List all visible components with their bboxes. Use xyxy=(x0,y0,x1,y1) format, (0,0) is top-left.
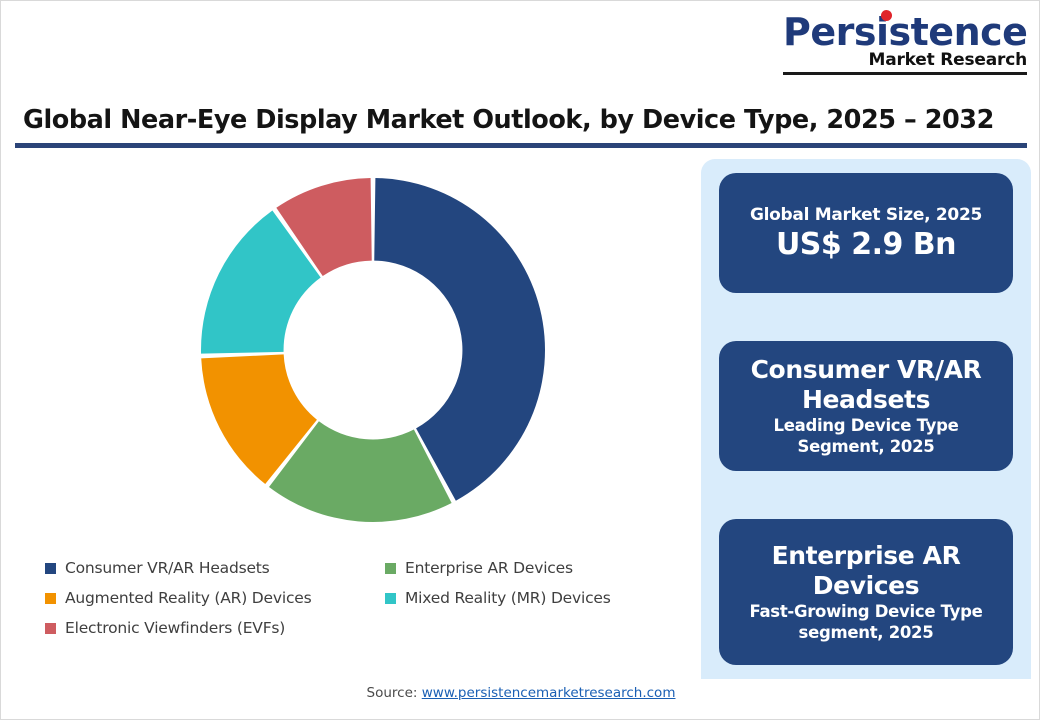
legend-swatch-icon xyxy=(45,622,56,634)
fastest-growing-subtitle-line1: Fast-Growing Device Type xyxy=(749,602,983,621)
legend-label: Enterprise AR Devices xyxy=(405,559,573,577)
fastest-growing-subtitle-line2: segment, 2025 xyxy=(798,623,934,642)
chart-legend: Consumer VR/AR Headsets Enterprise AR De… xyxy=(45,559,685,649)
source-label: Source: xyxy=(366,685,422,701)
market-size-value: US$ 2.9 Bn xyxy=(775,226,957,262)
legend-item-consumer-vr-ar-headsets[interactable]: Consumer VR/AR Headsets xyxy=(45,559,385,577)
fastest-growing-heading: Enterprise AR Devices xyxy=(771,541,961,600)
legend-label: Consumer VR/AR Headsets xyxy=(65,559,270,577)
chart-area: Consumer VR/AR Headsets: 42%Enterprise A… xyxy=(13,156,689,546)
leading-segment-heading: Consumer VR/AR Headsets xyxy=(750,355,982,414)
company-logo: Persistence Market Research xyxy=(783,10,1028,75)
donut-slice[interactable]: Enterprise AR Devices: 18% xyxy=(269,421,452,522)
card-fastest-growing-segment: Enterprise AR Devices Fast-Growing Devic… xyxy=(719,519,1013,665)
donut-chart: Consumer VR/AR Headsets: 42%Enterprise A… xyxy=(201,178,545,522)
logo-brand-label: Persistence xyxy=(783,10,1028,54)
legend-row: Augmented Reality (AR) Devices Mixed Rea… xyxy=(45,589,685,607)
logo-brand-text: Persistence xyxy=(783,10,1028,54)
logo-divider xyxy=(783,72,1027,75)
legend-label: Augmented Reality (AR) Devices xyxy=(65,589,312,607)
logo-dot-icon xyxy=(881,10,892,21)
legend-row: Consumer VR/AR Headsets Enterprise AR De… xyxy=(45,559,685,577)
legend-swatch-icon xyxy=(45,592,56,604)
legend-row: Electronic Viewfinders (EVFs) xyxy=(45,619,685,637)
title-underline xyxy=(15,143,1027,148)
donut-slice[interactable]: Augmented Reality (AR) Devices: 14% xyxy=(201,354,317,485)
highlights-panel: Global Market Size, 2025 US$ 2.9 Bn Cons… xyxy=(701,159,1031,679)
legend-item-electronic-viewfinders[interactable]: Electronic Viewfinders (EVFs) xyxy=(45,619,385,637)
legend-item-augmented-reality-devices[interactable]: Augmented Reality (AR) Devices xyxy=(45,589,385,607)
market-size-caption: Global Market Size, 2025 xyxy=(749,204,983,225)
legend-swatch-icon xyxy=(45,562,56,574)
legend-label: Mixed Reality (MR) Devices xyxy=(405,589,611,607)
donut-slice[interactable]: Electronic Viewfinders (EVFs): 10% xyxy=(276,178,372,277)
legend-item-enterprise-ar-devices[interactable]: Enterprise AR Devices xyxy=(385,559,685,577)
legend-label: Electronic Viewfinders (EVFs) xyxy=(65,619,286,637)
legend-item-mixed-reality-devices[interactable]: Mixed Reality (MR) Devices xyxy=(385,589,685,607)
card-market-size: Global Market Size, 2025 US$ 2.9 Bn xyxy=(719,173,1013,293)
source-url-link[interactable]: www.persistencemarketresearch.com xyxy=(421,685,676,701)
page-title: Global Near-Eye Display Market Outlook, … xyxy=(23,105,994,135)
legend-swatch-icon xyxy=(385,592,396,604)
donut-slice[interactable]: Mixed Reality (MR) Devices: 16% xyxy=(201,210,321,354)
logo-tagline: Market Research xyxy=(868,50,1027,70)
leading-segment-subtitle-line1: Leading Device Type xyxy=(773,416,959,435)
donut-slice-group: Consumer VR/AR Headsets: 42%Enterprise A… xyxy=(201,178,545,522)
source-line: Source: www.persistencemarketresearch.co… xyxy=(1,685,1040,701)
donut-slice[interactable]: Consumer VR/AR Headsets: 42% xyxy=(374,178,545,501)
leading-segment-subtitle-line2: Segment, 2025 xyxy=(797,437,935,456)
legend-swatch-icon xyxy=(385,562,396,574)
card-leading-segment: Consumer VR/AR Headsets Leading Device T… xyxy=(719,341,1013,471)
